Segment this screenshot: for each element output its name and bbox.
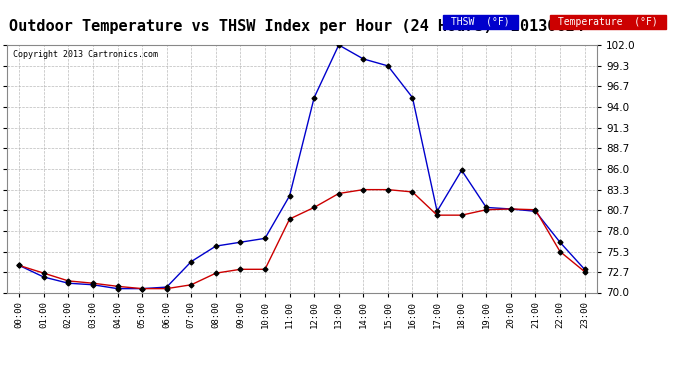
Text: Copyright 2013 Cartronics.com: Copyright 2013 Cartronics.com: [13, 50, 158, 59]
Text: Outdoor Temperature vs THSW Index per Hour (24 Hours)  20130624: Outdoor Temperature vs THSW Index per Ho…: [9, 19, 584, 34]
Text: THSW  (°F): THSW (°F): [445, 17, 515, 27]
Text: Temperature  (°F): Temperature (°F): [552, 17, 664, 27]
